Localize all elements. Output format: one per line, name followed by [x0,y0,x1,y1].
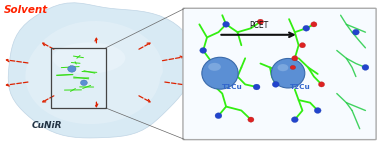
Polygon shape [8,3,195,138]
Ellipse shape [314,108,321,113]
Ellipse shape [318,82,325,87]
Ellipse shape [253,84,260,90]
Ellipse shape [311,22,317,27]
Ellipse shape [215,113,222,119]
Ellipse shape [272,81,279,87]
Text: T2Cu: T2Cu [290,84,311,90]
Ellipse shape [290,65,296,69]
Ellipse shape [352,29,359,35]
Ellipse shape [299,43,305,48]
Ellipse shape [303,25,310,31]
Ellipse shape [257,19,263,24]
Ellipse shape [291,117,298,123]
Ellipse shape [271,58,305,88]
Text: CuNiR: CuNiR [32,121,63,130]
Text: T1Cu: T1Cu [222,84,243,90]
Ellipse shape [292,56,298,61]
Text: PCET: PCET [249,21,268,30]
Polygon shape [25,21,163,124]
Ellipse shape [223,21,229,27]
Ellipse shape [81,80,87,86]
FancyBboxPatch shape [183,8,376,140]
Ellipse shape [208,63,221,71]
Ellipse shape [248,117,254,122]
Ellipse shape [200,48,206,53]
Ellipse shape [68,66,76,72]
Ellipse shape [362,65,369,70]
Ellipse shape [52,42,125,74]
Ellipse shape [277,64,288,71]
Bar [51,48,106,108]
Text: Solvent: Solvent [4,5,48,15]
Ellipse shape [202,57,238,89]
